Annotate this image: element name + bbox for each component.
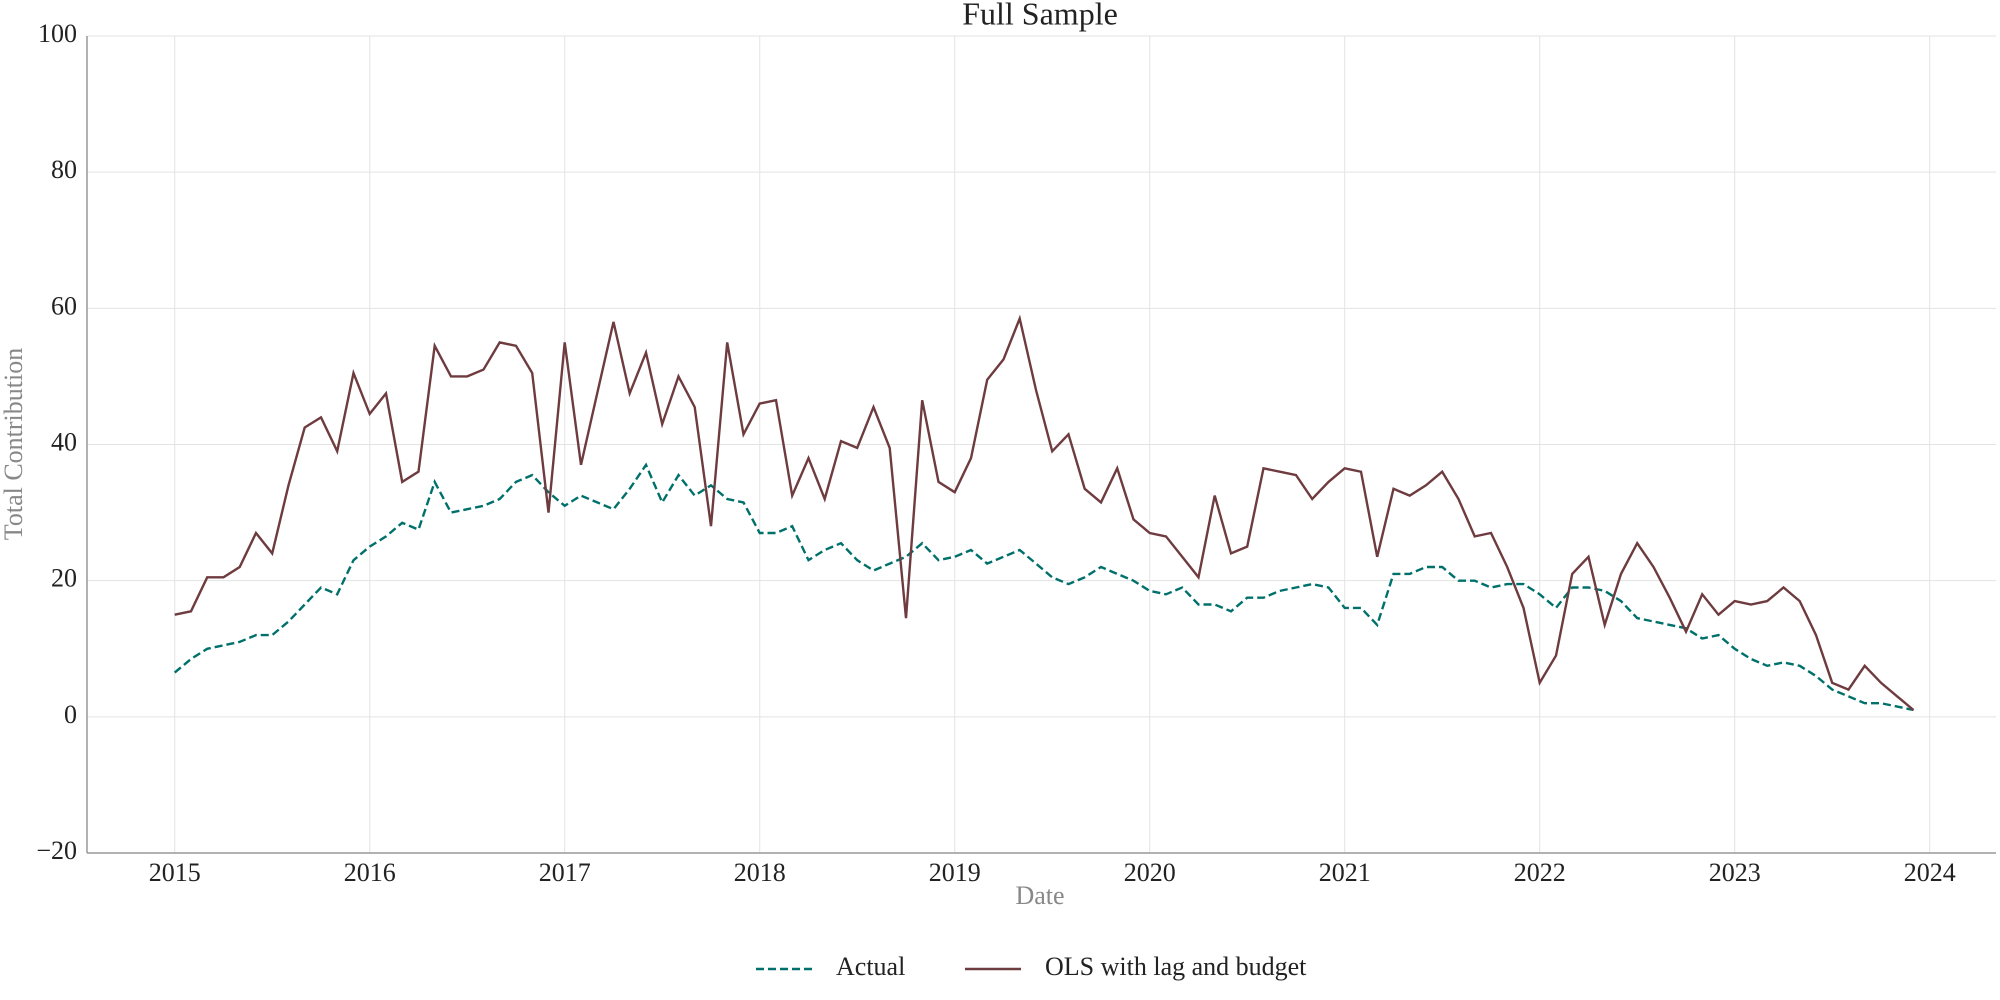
x-tick-label: 2024 [1904, 858, 1956, 887]
x-tick-label: 2023 [1709, 858, 1761, 887]
x-tick-label: 2022 [1514, 858, 1566, 887]
legend-label: OLS with lag and budget [1045, 952, 1307, 981]
y-axis-label: Total Contribution [0, 348, 28, 540]
x-tick-label: 2018 [734, 858, 786, 887]
y-tick-label: 60 [51, 291, 77, 320]
x-tick-label: 2019 [929, 858, 981, 887]
x-tick-label: 2016 [344, 858, 396, 887]
x-tick-label: 2015 [149, 858, 201, 887]
y-tick-label: 80 [51, 155, 77, 184]
legend-label: Actual [836, 952, 905, 981]
x-tick-label: 2017 [539, 858, 591, 887]
x-tick-label: 2021 [1319, 858, 1371, 887]
series-line [174, 314, 1915, 711]
y-tick-label: 100 [38, 19, 77, 48]
y-tick-label: 40 [51, 427, 77, 456]
y-tick-label: 0 [64, 700, 77, 729]
chart-title: Full Sample [962, 0, 1118, 31]
x-axis-label: Date [1015, 881, 1064, 910]
series-line [173, 462, 1914, 712]
x-tick-label: 2020 [1124, 858, 1176, 887]
y-tick-label: 20 [51, 564, 77, 593]
y-tick-label: −20 [36, 836, 77, 865]
